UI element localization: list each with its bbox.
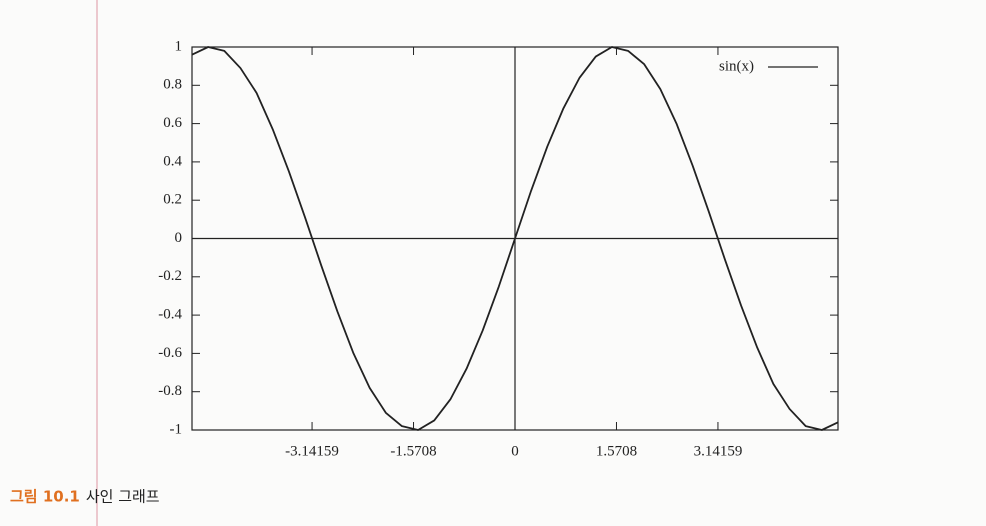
y-tick-label: -0.4 (158, 307, 182, 323)
y-tick-label: 0.2 (163, 192, 182, 208)
y-tick-label: 0.6 (163, 115, 182, 131)
x-tick-label: -1.5708 (390, 443, 436, 459)
x-tick-label: -3.14159 (285, 443, 339, 459)
y-tick-label: 1 (175, 38, 183, 54)
caption-text: 사인 그래프 (86, 488, 160, 506)
x-tick-label: 0 (511, 443, 519, 459)
y-tick-label: -1 (170, 421, 183, 437)
y-tick-label: -0.8 (158, 383, 182, 399)
y-tick-label: 0.8 (163, 77, 182, 93)
caption-label: 그림 10.1 (10, 488, 80, 506)
legend-label: sin(x) (719, 58, 754, 74)
y-tick-label: -0.6 (158, 345, 182, 361)
y-tick-label: -0.2 (158, 268, 182, 284)
y-tick-label: 0 (175, 230, 183, 246)
x-tick-label: 1.5708 (596, 443, 637, 459)
y-tick-label: 0.4 (163, 153, 182, 169)
x-tick-label: 3.14159 (694, 443, 743, 459)
series-line (191, 46, 839, 431)
